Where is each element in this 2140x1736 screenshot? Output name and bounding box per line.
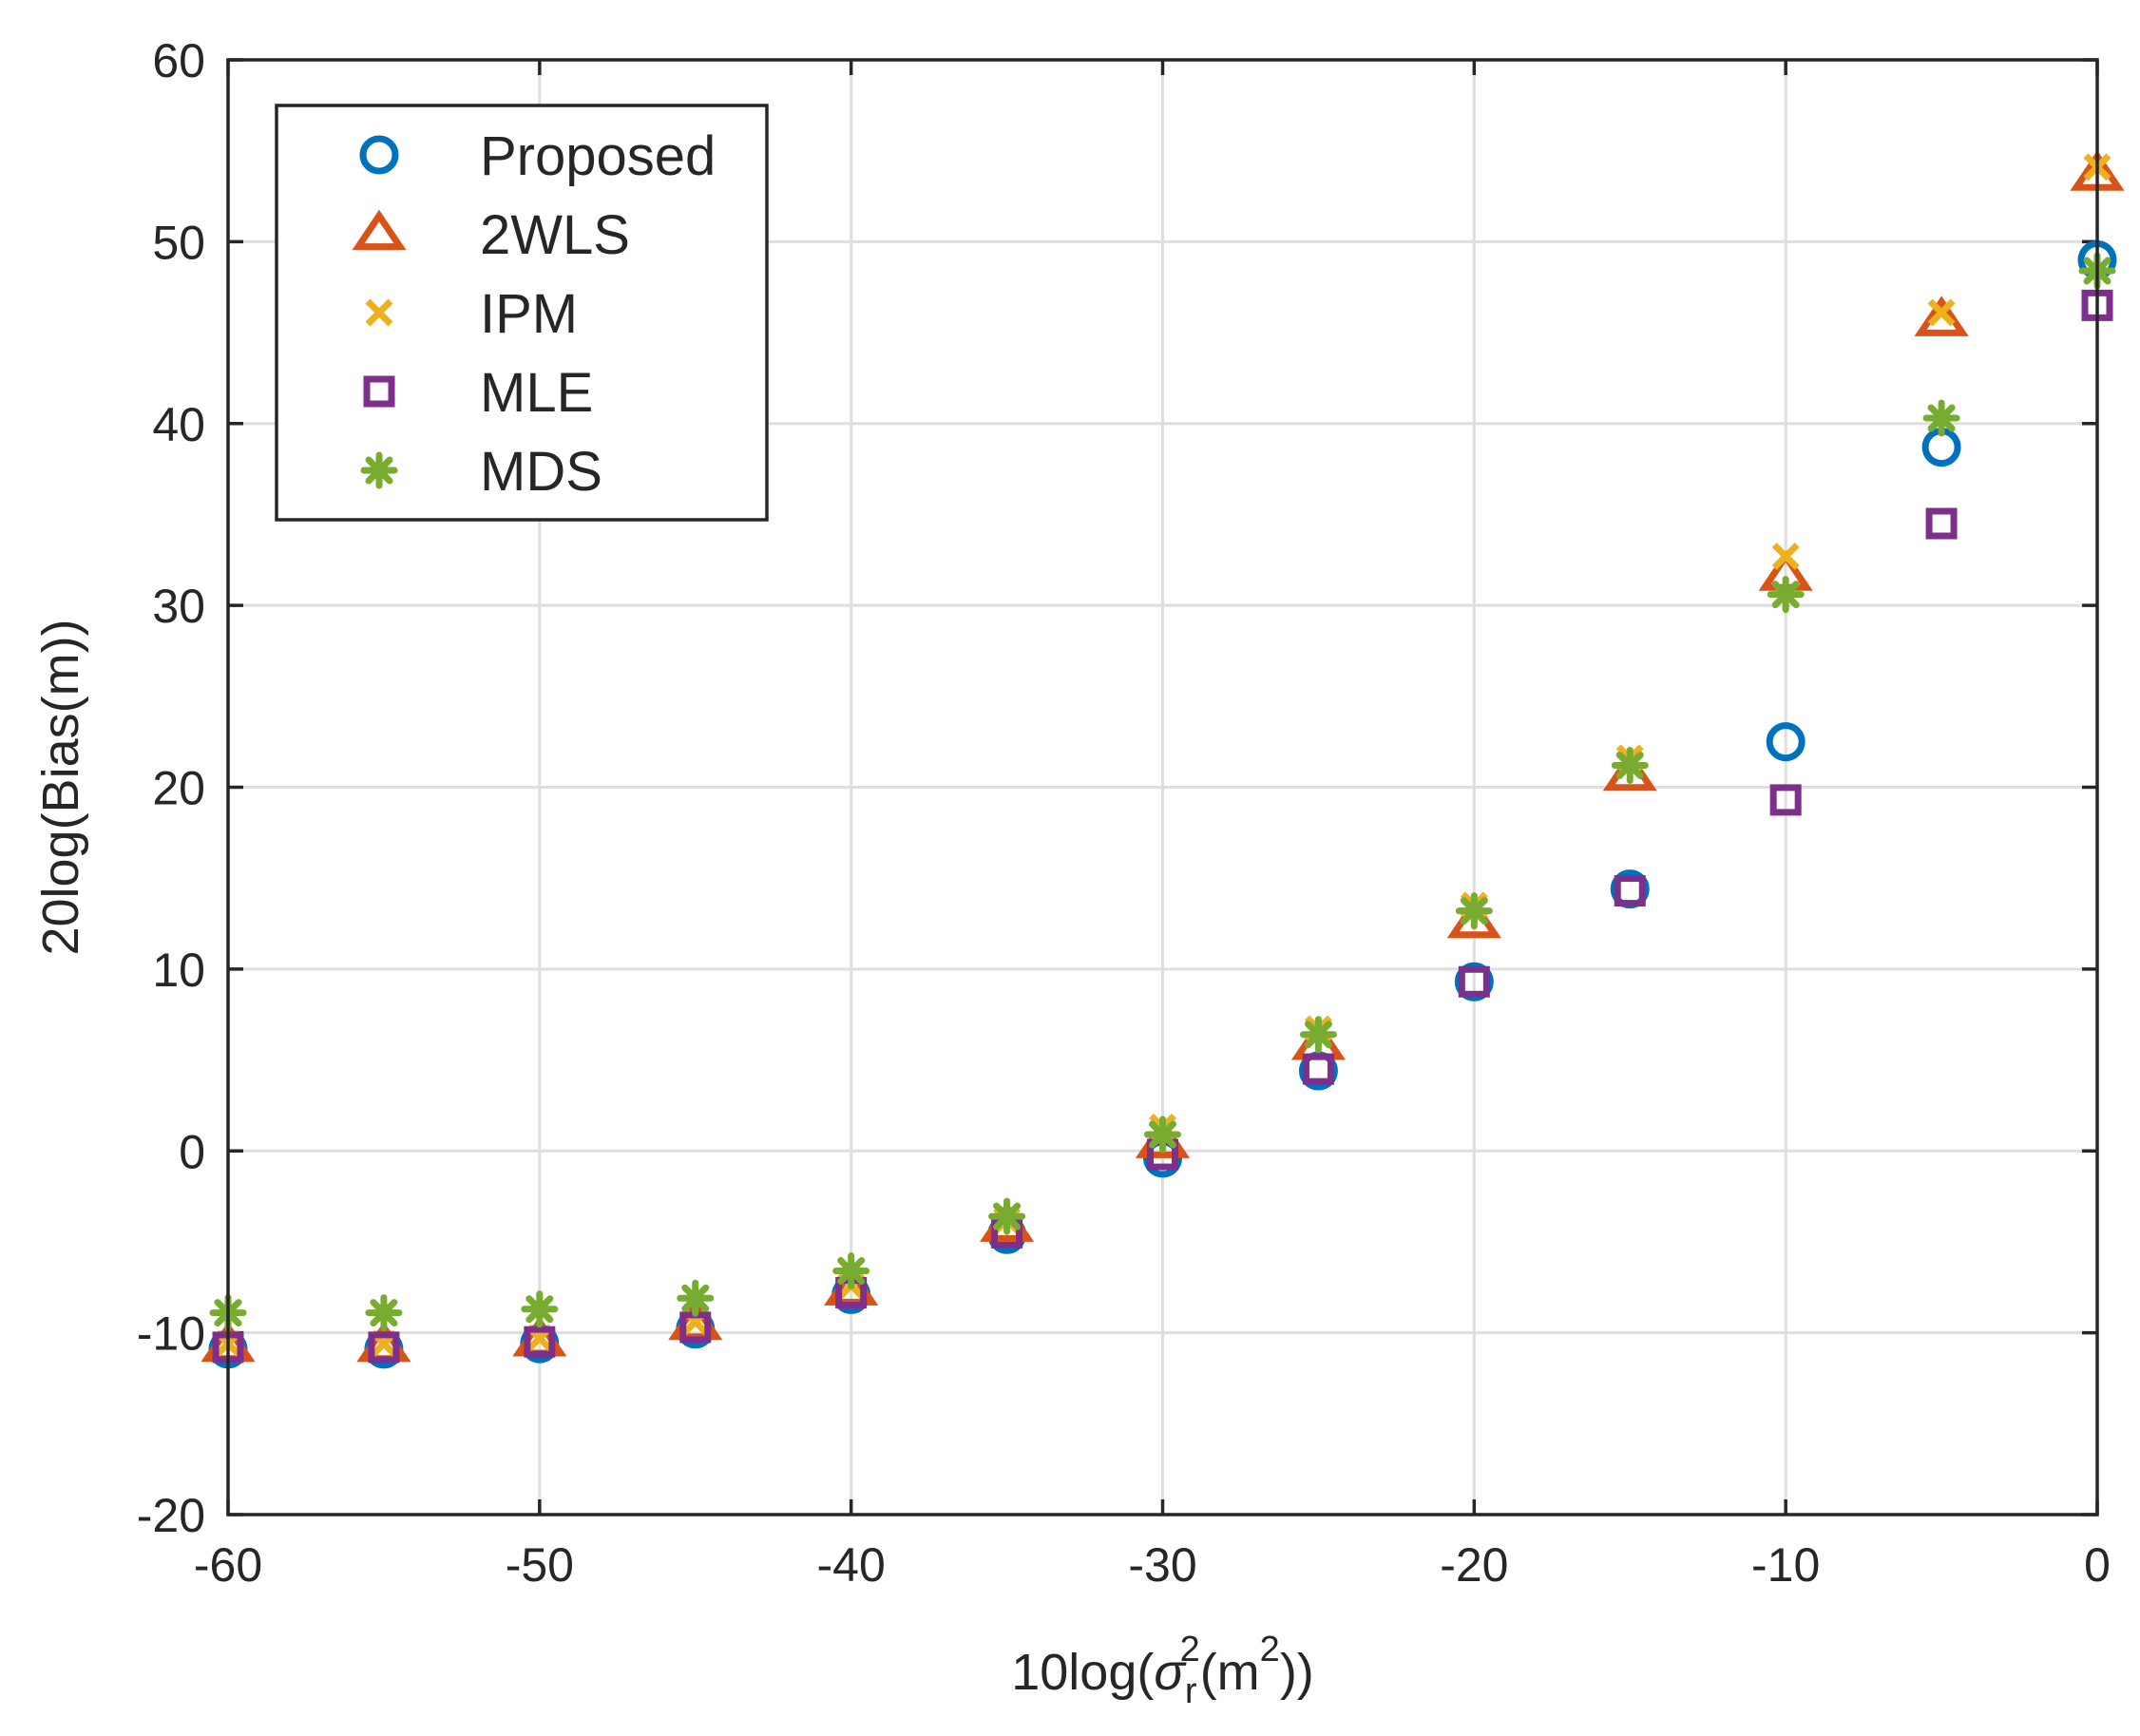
legend-label-ipm: IPM bbox=[480, 283, 578, 345]
y-tick-label: 20 bbox=[152, 762, 205, 815]
data-point bbox=[988, 1197, 1026, 1235]
data-marks bbox=[201, 150, 2125, 1369]
data-point bbox=[1922, 399, 1960, 437]
legend-marker-ipm bbox=[365, 298, 393, 327]
data-point bbox=[365, 1294, 403, 1332]
x-axis-label-part1: 10log( bbox=[1011, 1644, 1154, 1701]
data-point bbox=[677, 1279, 715, 1317]
data-point bbox=[1144, 1116, 1181, 1154]
data-point bbox=[1769, 784, 1802, 816]
axes-frame bbox=[226, 58, 2099, 1517]
legend-marker-proposed bbox=[359, 135, 399, 175]
legend-marker-mds bbox=[360, 451, 398, 489]
data-point bbox=[524, 1326, 556, 1358]
data-point bbox=[521, 1290, 559, 1328]
data-point bbox=[1458, 965, 1490, 998]
x-tick-label: -10 bbox=[1751, 1538, 1820, 1592]
x-axis-label-part3: )) bbox=[1280, 1644, 1314, 1701]
data-point bbox=[1614, 875, 1646, 907]
data-point bbox=[1766, 722, 1806, 762]
x-axis-label: 10log(σr2(m2)) bbox=[1011, 1630, 1314, 1711]
legend-label-2wls: 2WLS bbox=[480, 204, 630, 266]
x-tick-label: -50 bbox=[506, 1538, 574, 1592]
x-tick-label: 0 bbox=[2084, 1538, 2111, 1592]
y-tick-label: -10 bbox=[137, 1307, 205, 1361]
data-point bbox=[1767, 576, 1805, 614]
x-tick-label: -30 bbox=[1128, 1538, 1196, 1592]
data-point bbox=[832, 1252, 870, 1290]
legend: Proposed 2WLS IPM MLE MDS bbox=[275, 104, 769, 522]
x-axis-label-part2: (m bbox=[1200, 1644, 1260, 1701]
y-tick-label: 60 bbox=[152, 34, 205, 87]
y-tick-label: 50 bbox=[152, 216, 205, 269]
data-point bbox=[1454, 962, 1494, 1002]
y-tick-label: 10 bbox=[152, 944, 205, 997]
y-tick-label: 0 bbox=[179, 1125, 205, 1178]
data-point bbox=[1299, 1016, 1337, 1054]
x-axis-label-superscript: 2 bbox=[1180, 1630, 1200, 1669]
data-point bbox=[1914, 296, 1969, 336]
x-tick-label: -40 bbox=[817, 1538, 886, 1592]
legend-label-proposed: Proposed bbox=[480, 125, 716, 187]
x-tick-label: -60 bbox=[194, 1538, 262, 1592]
y-tick-label: 30 bbox=[152, 580, 205, 633]
data-point bbox=[1455, 892, 1493, 930]
x-tick-label: -20 bbox=[1440, 1538, 1508, 1592]
legend-label-mds: MDS bbox=[480, 441, 602, 503]
data-point bbox=[1925, 507, 1958, 540]
x-axis-label-sigma: σ bbox=[1154, 1644, 1187, 1701]
x-axis-label-superscript2: 2 bbox=[1260, 1630, 1280, 1669]
data-point bbox=[1771, 542, 1800, 570]
data-point bbox=[368, 1331, 400, 1364]
y-axis-label: 20log(Bias(m)) bbox=[32, 619, 89, 955]
data-point bbox=[1927, 298, 1956, 327]
data-point bbox=[1611, 747, 1649, 785]
y-tick-label: 40 bbox=[152, 398, 205, 451]
y-tick-label: -20 bbox=[137, 1489, 205, 1542]
legend-label-mle: MLE bbox=[480, 362, 593, 424]
legend-marker-2wls bbox=[352, 209, 407, 251]
legend-marker-mle bbox=[363, 375, 395, 408]
data-point bbox=[1302, 1053, 1334, 1085]
axis-ticks: -60 -50 -40 -30 -20 -10 0 -20 -10 0 10 20 30 40 50 60 bbox=[137, 34, 2111, 1592]
x-axis-label-subscript: r bbox=[1185, 1671, 1197, 1711]
legend-box bbox=[275, 104, 769, 522]
